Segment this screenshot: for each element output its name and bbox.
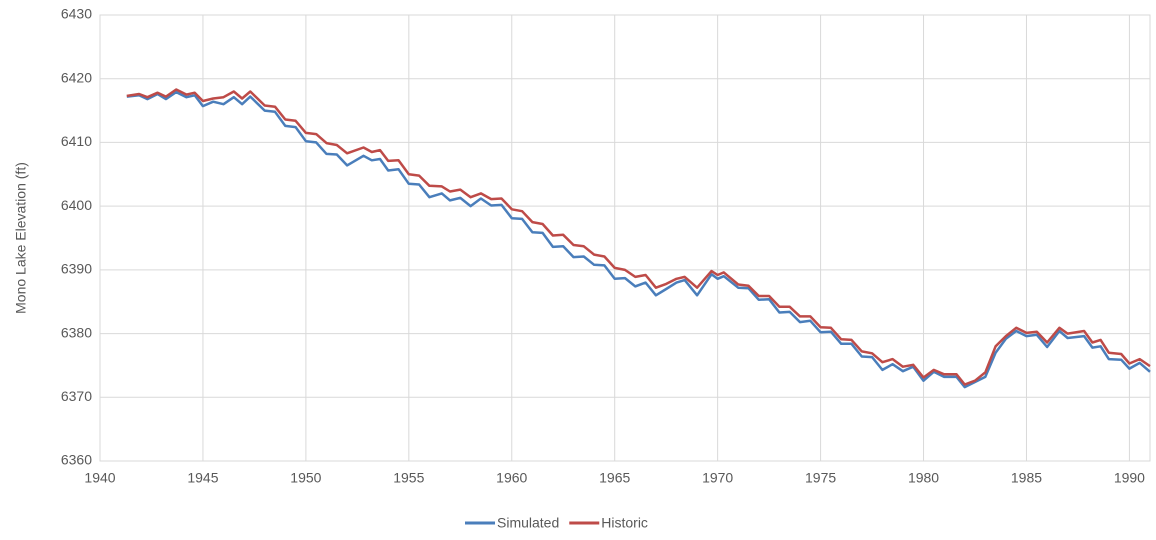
x-tick-label: 1980 xyxy=(908,470,939,486)
x-tick-label: 1950 xyxy=(290,470,321,486)
y-tick-label: 6410 xyxy=(61,133,92,149)
x-tick-label: 1990 xyxy=(1114,470,1145,486)
y-tick-label: 6380 xyxy=(61,324,92,340)
legend-label: Historic xyxy=(601,515,648,531)
x-tick-label: 1970 xyxy=(702,470,733,486)
y-tick-label: 6390 xyxy=(61,261,92,277)
legend-label: Simulated xyxy=(497,515,559,531)
x-tick-label: 1960 xyxy=(496,470,527,486)
x-tick-label: 1955 xyxy=(393,470,424,486)
x-tick-label: 1940 xyxy=(84,470,115,486)
x-tick-label: 1945 xyxy=(187,470,218,486)
plot-border xyxy=(99,14,1151,462)
x-tick-label: 1985 xyxy=(1011,470,1042,486)
series-line xyxy=(126,90,1151,389)
x-tick-label: 1965 xyxy=(599,470,630,486)
y-tick-label: 6360 xyxy=(61,452,92,468)
y-tick-label: 6400 xyxy=(61,197,92,213)
y-tick-label: 6430 xyxy=(61,6,92,22)
x-tick-label: 1975 xyxy=(805,470,836,486)
y-tick-label: 6370 xyxy=(61,388,92,404)
y-axis-title: Mono Lake Elevation (ft) xyxy=(13,162,29,314)
series-line xyxy=(126,88,1151,386)
y-tick-label: 6420 xyxy=(61,69,92,85)
